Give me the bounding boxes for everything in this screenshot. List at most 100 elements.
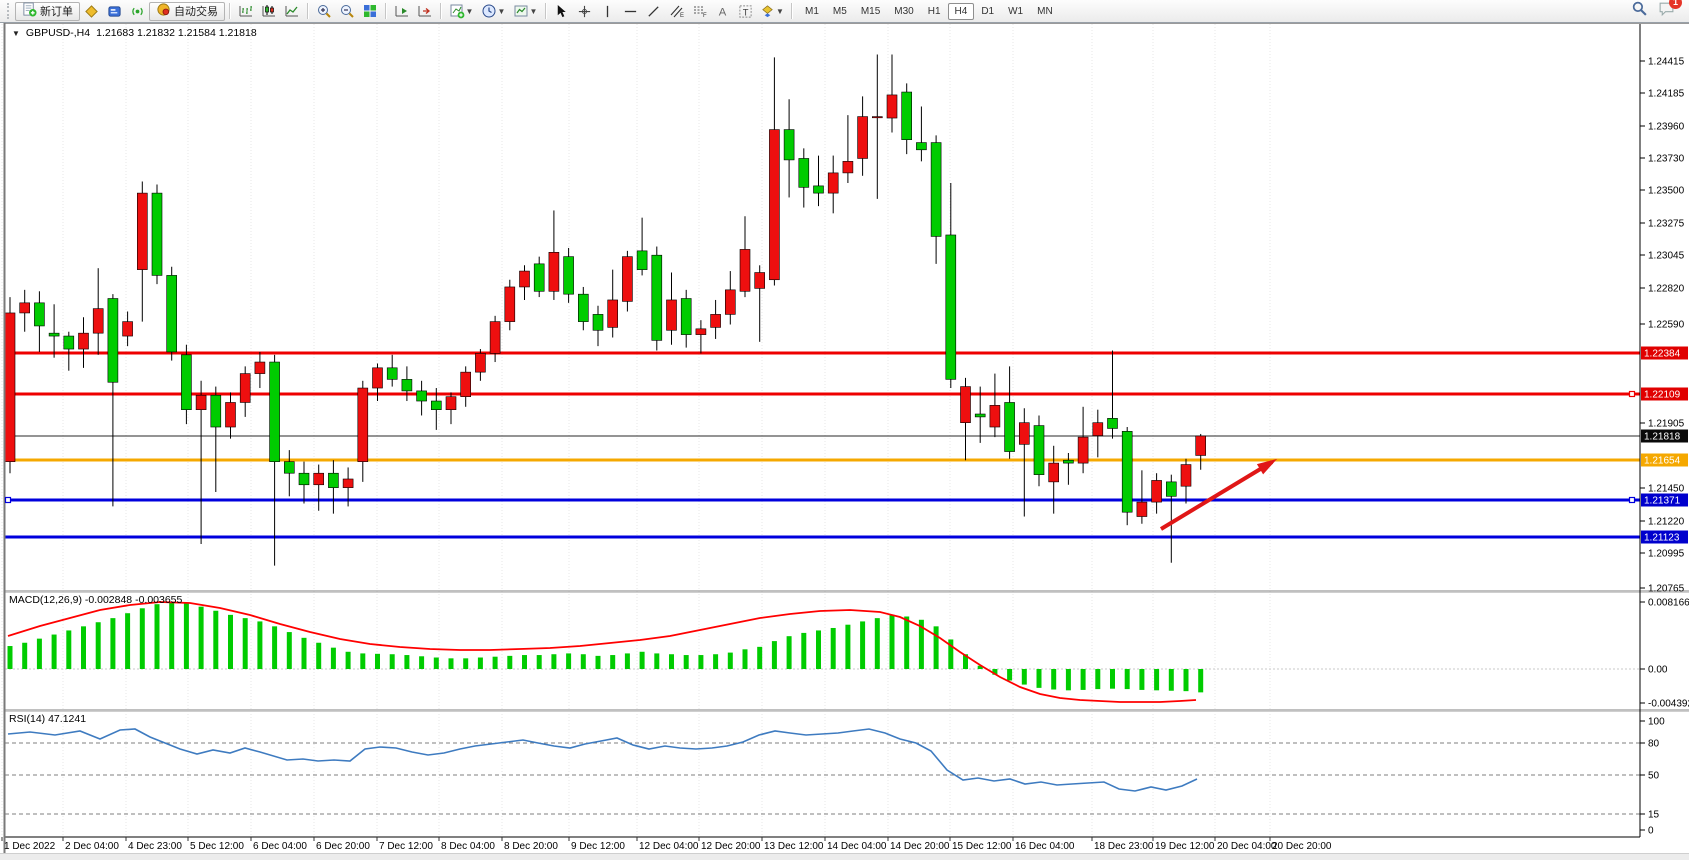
svg-text:5 Dec 12:00: 5 Dec 12:00 — [190, 841, 244, 852]
svg-text:2 Dec 04:00: 2 Dec 04:00 — [65, 841, 119, 852]
price-axis[interactable]: 1.24415 1.24185 1.23960 1.23730 1.23500 1.232… — [1640, 57, 1689, 837]
period-clock-button[interactable]: ▼ — [477, 2, 509, 21]
svg-text:1.22820: 1.22820 — [1648, 284, 1685, 295]
toolbar-right-tools: 1 — [1631, 0, 1685, 22]
text-label-tool-icon[interactable]: T — [734, 2, 757, 21]
horizontal-line-objects[interactable] — [5, 351, 1640, 539]
svg-text:1.21220: 1.21220 — [1648, 517, 1685, 528]
svg-text:100: 100 — [1648, 717, 1665, 728]
symbol-period-label: GBPUSD-,H4 — [25, 27, 91, 39]
toolbar-separator — [307, 3, 308, 19]
grid-layer — [1, 24, 1271, 837]
cursor-tool-icon[interactable] — [550, 2, 573, 21]
rsi-layer — [7, 728, 1198, 792]
auto-trading-icon — [156, 2, 171, 20]
svg-text:1.21818: 1.21818 — [1644, 432, 1681, 443]
timeframe-button-H1[interactable]: H1 — [927, 5, 941, 17]
templates-button[interactable]: ▼ — [509, 2, 541, 21]
macd-layer — [7, 601, 1204, 703]
time-axis[interactable]: 1 Dec 2022 2 Dec 04:00 4 Dec 23:00 5 Dec 12… — [1, 837, 1332, 852]
market-watch-icon[interactable] — [80, 2, 103, 21]
auto-scroll-icon[interactable] — [390, 2, 413, 21]
line-anchor-markers[interactable] — [4, 390, 1636, 504]
timeframe-button-M15[interactable]: M15 — [860, 5, 881, 17]
chevron-down-icon: ▼ — [497, 6, 506, 16]
timeframe-button-M5[interactable]: M5 — [832, 5, 847, 17]
svg-text:20 Dec 04:00: 20 Dec 04:00 — [1217, 841, 1277, 852]
signals-icon[interactable] — [126, 2, 149, 21]
vertical-line-tool-icon[interactable] — [596, 2, 619, 21]
svg-text:1.23275: 1.23275 — [1648, 219, 1685, 230]
svg-text:8 Dec 04:00: 8 Dec 04:00 — [441, 841, 495, 852]
svg-text:20 Dec 20:00: 20 Dec 20:00 — [1272, 841, 1332, 852]
arrows-tool-button[interactable]: ▼ — [757, 2, 787, 21]
svg-text:12 Dec 20:00: 12 Dec 20:00 — [701, 841, 761, 852]
svg-text:16 Dec 04:00: 16 Dec 04:00 — [1015, 841, 1075, 852]
zoom-out-icon[interactable] — [335, 2, 358, 21]
fibonacci-tool-icon[interactable]: F — [688, 2, 711, 21]
svg-text:6 Dec 20:00: 6 Dec 20:00 — [316, 841, 370, 852]
timeframe-button-W1[interactable]: W1 — [1008, 5, 1024, 17]
window-bottom-strip — [0, 853, 1689, 860]
toolbar-separator — [229, 3, 230, 19]
toolbar-separator — [545, 3, 546, 19]
svg-text:F: F — [703, 13, 707, 19]
svg-text:1.23045: 1.23045 — [1648, 251, 1685, 262]
toolbar-grip — [7, 3, 12, 19]
main-toolbar: 新订单 自动交易 — [0, 0, 1689, 23]
bar-chart-type-icon[interactable] — [234, 2, 257, 21]
timeframe-button-D1[interactable]: D1 — [981, 5, 995, 17]
new-order-icon — [22, 2, 37, 20]
timeframe-group: M1 M5 M15 M30 H1 H4 D1 W1 MN — [798, 2, 1060, 20]
crosshair-tool-icon[interactable] — [573, 2, 596, 21]
timeframe-button-M30[interactable]: M30 — [894, 5, 914, 17]
timeframe-button-M1[interactable]: M1 — [805, 5, 819, 17]
indicator-levels — [5, 668, 1640, 815]
timeframe-button-H4[interactable]: H4 — [947, 2, 975, 20]
pane-borders — [3, 23, 1689, 853]
svg-text:7 Dec 12:00: 7 Dec 12:00 — [379, 841, 433, 852]
svg-text:1.20765: 1.20765 — [1648, 584, 1685, 595]
horizontal-line-tool-icon[interactable] — [619, 2, 642, 21]
svg-text:-0.004392: -0.004392 — [1648, 699, 1689, 710]
chevron-down-icon: ▼ — [776, 6, 784, 16]
zoom-in-icon[interactable] — [312, 2, 335, 21]
svg-text:A: A — [719, 6, 727, 18]
tile-windows-icon[interactable] — [358, 2, 381, 21]
trend-arrow-object[interactable] — [1159, 458, 1278, 531]
svg-text:0: 0 — [1648, 826, 1654, 837]
new-order-button[interactable]: 新订单 — [15, 1, 80, 21]
svg-text:13 Dec 12:00: 13 Dec 12:00 — [764, 841, 824, 852]
svg-text:T: T — [743, 7, 749, 17]
auto-trading-label: 自动交易 — [174, 6, 218, 18]
notification-badge: 1 — [1669, 0, 1682, 9]
svg-text:1.24185: 1.24185 — [1648, 89, 1685, 100]
svg-text:1 Dec 2022: 1 Dec 2022 — [4, 841, 56, 852]
svg-text:9 Dec 12:00: 9 Dec 12:00 — [571, 841, 625, 852]
notifications-button[interactable]: 1 — [1658, 0, 1682, 22]
svg-text:12 Dec 04:00: 12 Dec 04:00 — [639, 841, 699, 852]
svg-text:1.22384: 1.22384 — [1644, 349, 1681, 360]
toolbar-separator — [440, 3, 441, 19]
ohlc-values: 1.21683 1.21832 1.21584 1.21818 — [96, 27, 257, 39]
svg-text:1.21123: 1.21123 — [1644, 533, 1680, 544]
symbol-dropdown-icon[interactable]: ▼ — [12, 28, 20, 38]
toolbar-separator — [791, 3, 792, 19]
text-tool-icon[interactable]: A — [711, 2, 734, 21]
candlestick-chart-type-icon[interactable] — [257, 2, 280, 21]
candles-layer — [4, 54, 1206, 566]
chart-shift-icon[interactable] — [413, 2, 436, 21]
timeframe-button-MN[interactable]: MN — [1037, 5, 1053, 17]
line-chart-type-icon[interactable] — [280, 2, 303, 21]
trendline-tool-icon[interactable] — [642, 2, 665, 21]
equidistant-channel-tool-icon[interactable]: E — [665, 2, 688, 21]
terminal-icon[interactable] — [103, 2, 126, 21]
auto-trading-button[interactable]: 自动交易 — [149, 1, 225, 21]
svg-text:14 Dec 04:00: 14 Dec 04:00 — [827, 841, 887, 852]
rsi-indicator-label: RSI(14) 47.1241 — [9, 713, 87, 725]
chevron-down-icon: ▼ — [465, 6, 474, 16]
new-chart-button[interactable]: ▼ — [445, 2, 477, 21]
search-icon[interactable] — [1631, 0, 1648, 22]
